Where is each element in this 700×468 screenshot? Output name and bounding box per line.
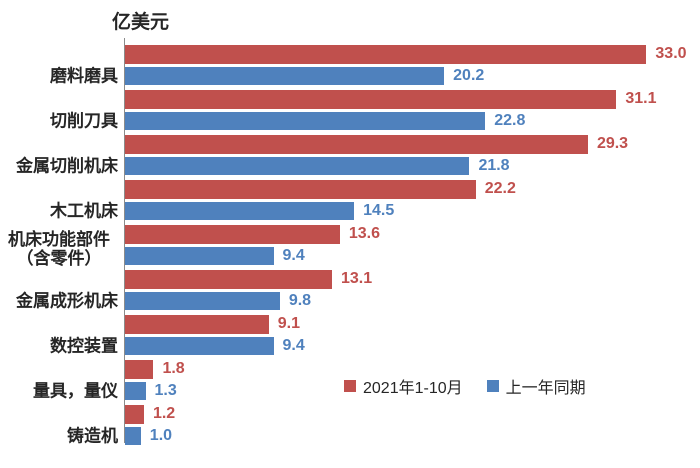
bar-current-period: 1.2	[125, 405, 175, 424]
value-label-previous-period: 9.8	[288, 291, 312, 309]
legend-label-current: 2021年1-10月	[363, 380, 463, 397]
bar-previous-period: 21.8	[125, 156, 510, 175]
category-row: 金属成形机床 13.1 9.8	[16, 263, 678, 310]
value-label-current-period: 1.2	[152, 405, 176, 423]
value-label-previous-period: 21.8	[478, 156, 510, 174]
legend-label-previous: 上一年同期	[505, 380, 586, 397]
chart-title: 亿美元	[112, 12, 170, 33]
bar-previous-period: 14.5	[125, 201, 394, 220]
value-label-previous-period: 9.4	[282, 336, 305, 354]
bar-previous-period: 9.4	[125, 336, 305, 355]
bar-previous-period: 20.2	[125, 66, 484, 85]
bar-current-period: 1.8	[125, 360, 185, 379]
category-label: 切削刀具	[50, 111, 118, 131]
value-label-previous-period: 1.3	[154, 381, 177, 399]
bar-current-period: 22.2	[125, 180, 516, 199]
category-label: 金属成形机床	[16, 291, 118, 311]
bar-previous-period: 9.8	[125, 291, 311, 310]
category-row: 磨料磨具 33.0 20.2	[50, 38, 687, 85]
value-label-current-period: 33.0	[655, 45, 687, 63]
value-label-current-period: 22.2	[484, 180, 516, 198]
bar-previous-period: 22.8	[125, 111, 525, 130]
bar-current-period: 13.6	[125, 225, 380, 244]
legend-swatch-previous-icon	[486, 380, 499, 392]
value-label-previous-period: 20.2	[453, 66, 485, 84]
bar-previous-period: 1.3	[125, 381, 177, 400]
bar-current-period: 9.1	[125, 315, 300, 334]
value-label-previous-period: 14.5	[363, 201, 395, 219]
category-row: 机床功能部件 （含零件） 13.6 9.4	[8, 218, 678, 268]
bar-current-period: 31.1	[125, 90, 657, 109]
bar-current-period: 13.1	[125, 270, 372, 289]
category-row: 量具，量仪 1.8 1.3	[33, 353, 678, 400]
value-label-current-period: 13.1	[340, 270, 373, 288]
value-label-current-period: 9.1	[277, 315, 301, 333]
legend-item-previous: 上一年同期	[486, 374, 586, 398]
value-label-current-period: 29.3	[596, 135, 629, 153]
category-label: 机床功能部件 （含零件）	[8, 230, 110, 268]
category-row: 铸造机 1.2 1.0	[67, 398, 678, 445]
category-label: 铸造机	[67, 426, 118, 446]
category-row: 木工机床 22.2 14.5	[50, 173, 678, 220]
category-label: 磨料磨具	[50, 66, 118, 86]
legend-swatch-current-icon	[344, 380, 356, 392]
category-label: 金属切削机床	[16, 156, 118, 176]
legend: 2021年1-10月 上一年同期	[344, 374, 586, 398]
legend-item-current: 2021年1-10月	[344, 374, 463, 398]
value-label-current-period: 13.6	[348, 225, 381, 243]
bar-current-period: 29.3	[125, 135, 628, 154]
value-label-current-period: 31.1	[625, 90, 657, 108]
bar-previous-period: 1.0	[125, 426, 172, 445]
category-label: 量具，量仪	[33, 381, 118, 401]
value-label-current-period: 1.8	[162, 360, 185, 378]
value-label-previous-period: 9.4	[282, 246, 305, 264]
category-label: 木工机床	[50, 201, 118, 221]
value-label-previous-period: 22.8	[494, 111, 526, 129]
bar-current-period: 33.0	[125, 45, 687, 64]
plot-area: 磨料磨具 33.0 20.2 切削刀具 31.1 22.8 金属切削机床 29.…	[8, 38, 687, 445]
category-row: 金属切削机床 29.3 21.8	[16, 128, 678, 175]
category-label: 数控装置	[50, 336, 118, 356]
bar-previous-period: 9.4	[125, 246, 305, 265]
category-row: 切削刀具 31.1 22.8	[50, 83, 678, 130]
value-label-previous-period: 1.0	[149, 426, 173, 444]
category-row: 数控装置 9.1 9.4	[50, 308, 678, 355]
